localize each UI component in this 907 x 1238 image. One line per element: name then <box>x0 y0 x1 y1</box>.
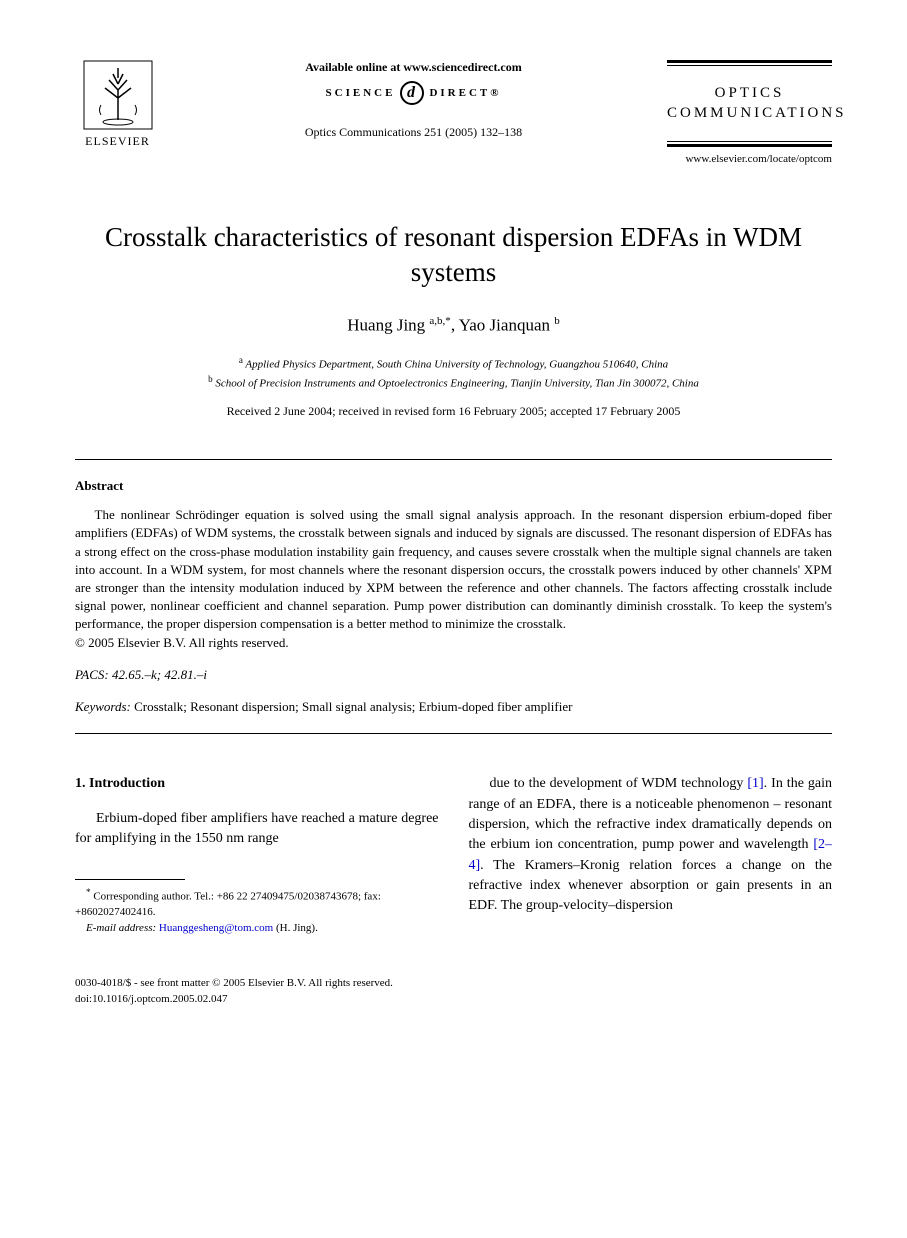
email-link[interactable]: Huanggesheng@tom.com <box>159 922 273 934</box>
affil-a-text: Applied Physics Department, South China … <box>245 359 668 371</box>
pacs-label: PACS: <box>75 667 109 682</box>
body-columns: 1. Introduction Erbium-doped fiber ampli… <box>75 774 832 936</box>
footer-line2: doi:10.1016/j.optcom.2005.02.047 <box>75 992 832 1007</box>
author-1-marks: a,b,* <box>429 315 450 327</box>
keywords-label: Keywords: <box>75 699 131 714</box>
affiliations: a Applied Physics Department, South Chin… <box>75 354 832 392</box>
journal-url: www.elsevier.com/locate/optcom <box>667 153 832 165</box>
publisher-logo-block: ELSEVIER <box>75 60 160 149</box>
email-label: E-mail address: <box>86 922 156 934</box>
author-2-name: Yao Jianquan <box>459 316 550 335</box>
sd-left: SCIENCE <box>326 87 396 99</box>
abstract-heading: Abstract <box>75 478 832 494</box>
rule-after-keywords <box>75 733 832 734</box>
pacs-line: PACS: 42.65.–k; 42.81.–i <box>75 667 832 683</box>
author-1-name: Huang Jing <box>347 316 425 335</box>
page-footer: 0030-4018/$ - see front matter © 2005 El… <box>75 976 832 1007</box>
affil-b-mark: b <box>208 374 213 384</box>
journal-rule-top <box>667 60 832 66</box>
journal-rule-bottom <box>667 141 832 147</box>
keywords-values: Crosstalk; Resonant dispersion; Small si… <box>134 699 572 714</box>
corr-mark: * <box>86 887 91 897</box>
section-1-heading: 1. Introduction <box>75 774 439 794</box>
rule-before-abstract <box>75 459 832 460</box>
pacs-values: 42.65.–k; 42.81.–i <box>112 667 207 682</box>
journal-name: OPTICS COMMUNICATIONS <box>667 84 832 123</box>
elsevier-tree-icon <box>83 60 153 130</box>
footer-line1: 0030-4018/$ - see front matter © 2005 El… <box>75 976 832 991</box>
article-dates: Received 2 June 2004; received in revise… <box>75 404 832 419</box>
sd-right: DIRECT® <box>429 87 501 99</box>
affil-b-text: School of Precision Instruments and Opto… <box>215 378 698 390</box>
sd-at-icon: d <box>400 81 424 105</box>
ref-link-1[interactable]: [1] <box>747 776 763 791</box>
citation-line: Optics Communications 251 (2005) 132–138 <box>180 125 647 140</box>
journal-box: OPTICS COMMUNICATIONS www.elsevier.com/l… <box>667 60 832 165</box>
center-header: Available online at www.sciencedirect.co… <box>160 60 667 140</box>
keywords-line: Keywords: Crosstalk; Resonant dispersion… <box>75 699 832 715</box>
column-left: 1. Introduction Erbium-doped fiber ampli… <box>75 774 439 936</box>
email-footnote: E-mail address: Huanggesheng@tom.com (H.… <box>75 921 439 936</box>
journal-line1: OPTICS <box>715 85 785 101</box>
science-direct-logo: SCIENCE d DIRECT® <box>180 81 647 105</box>
article-title: Crosstalk characteristics of resonant di… <box>75 220 832 290</box>
available-online-text: Available online at www.sciencedirect.co… <box>180 60 647 75</box>
corresponding-footnote: * Corresponding author. Tel.: +86 22 274… <box>75 886 439 920</box>
publisher-name: ELSEVIER <box>75 134 160 149</box>
email-person: (H. Jing). <box>276 922 318 934</box>
intro-r-pre: due to the development of WDM technology <box>490 776 748 791</box>
author-list: Huang Jing a,b,*, Yao Jianquan b <box>75 315 832 336</box>
corr-text: Corresponding author. Tel.: +86 22 27409… <box>75 891 381 918</box>
intro-r-mid2: . The Kramers–Kronig relation forces a c… <box>469 858 833 914</box>
intro-para-right: due to the development of WDM technology… <box>469 774 833 916</box>
page-header: ELSEVIER Available online at www.science… <box>75 60 832 165</box>
footnote-rule <box>75 879 185 880</box>
journal-line2: COMMUNICATIONS <box>667 105 847 121</box>
affil-a-mark: a <box>239 355 243 365</box>
abstract-body: The nonlinear Schrödinger equation is so… <box>75 506 832 633</box>
author-2-marks: b <box>554 315 560 327</box>
abstract-copyright: © 2005 Elsevier B.V. All rights reserved… <box>75 635 832 651</box>
intro-para-left: Erbium-doped fiber amplifiers have reach… <box>75 809 439 850</box>
column-right: due to the development of WDM technology… <box>469 774 833 936</box>
